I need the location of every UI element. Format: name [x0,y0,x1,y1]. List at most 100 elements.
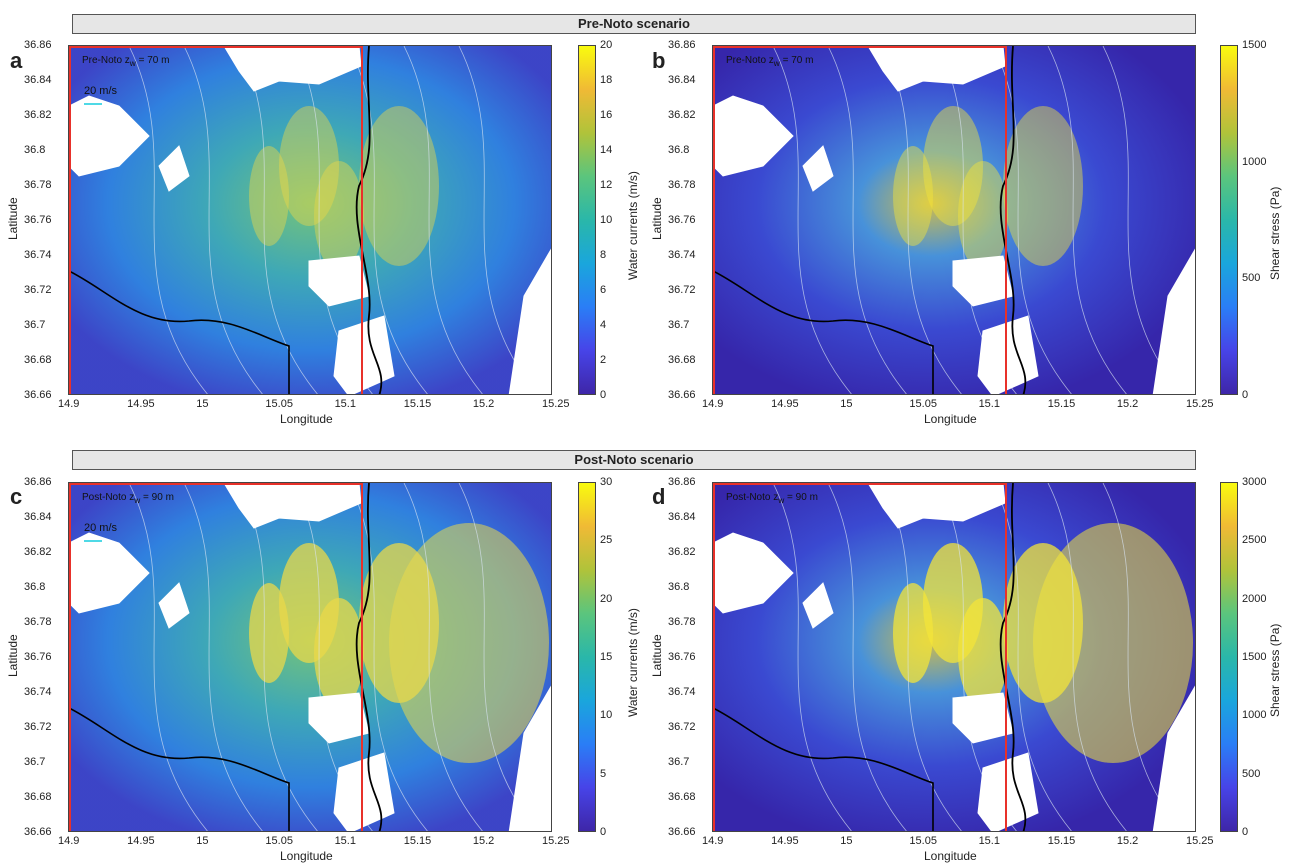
bathymetry-contour [458,46,538,394]
colorbar [1220,482,1238,832]
scenario-label-text: Pre-Noto z [82,55,130,66]
land-mass [333,315,395,394]
bathymetry-contour [1047,483,1127,831]
high-intensity-zone [958,598,1008,708]
bathymetry-contour [348,46,428,394]
bathymetry-contour [458,483,538,831]
land-mass [977,315,1039,394]
field-intensity [713,46,1195,394]
y-tick-label: 36.8 [24,581,46,593]
land-mass [308,255,370,307]
colorbar-title: Water currents (m/s) [626,608,640,717]
y-tick-label: 36.72 [668,721,696,733]
land-mass [1152,685,1195,831]
y-tick-label: 36.76 [668,651,696,663]
y-tick-label: 36.78 [24,179,52,191]
x-tick-label: 15.25 [542,835,570,847]
land-mass [952,255,1014,307]
y-tick-label: 36.68 [668,354,696,366]
y-tick-label: 36.84 [24,511,52,523]
coastline [713,707,934,831]
scenario-label: Post-Noto zw = 90 m [82,492,174,505]
x-tick-label: 14.95 [771,398,799,410]
bathymetry-contour [1102,483,1182,831]
scenario-label-text: Post-Noto z [726,492,779,503]
scenario-label-subscript: w [778,495,785,505]
colorbar-tick-label: 1000 [1242,709,1267,722]
high-intensity-zone [249,146,289,246]
land-mass [508,685,551,831]
y-tick-label: 36.82 [24,546,52,558]
colorbar-tick-label: 0 [600,826,607,838]
high-intensity-zone [389,523,549,763]
y-tick-label: 36.84 [24,74,52,86]
map-panel-b [712,45,1196,395]
post-noto-banner: Post-Noto scenario [72,450,1196,470]
land-mass [223,46,362,92]
colorbar-tick-label: 10 [600,709,613,722]
x-tick-label: 15.25 [1186,398,1214,410]
colorbar-title: Water currents (m/s) [626,171,640,280]
high-intensity-zone [923,106,983,226]
x-tick-label: 14.9 [58,398,80,410]
scenario-label-text: Pre-Noto z [726,55,774,66]
colorbar-tick-label: 1500 [1242,651,1267,663]
y-tick-label: 36.78 [668,179,696,191]
y-tick-label: 36.68 [24,354,52,366]
land-mass [977,752,1039,831]
colorbar [578,482,596,832]
bathymetry-contour [992,483,1072,831]
y-tick-label: 36.86 [24,476,52,488]
x-tick-label: 15.15 [1047,835,1076,847]
bathymetry-contour [882,46,962,394]
field-intensity [69,46,551,394]
x-tick-label: 15 [840,835,853,847]
study-area-frame [69,483,363,831]
y-tick-label: 36.84 [668,511,696,523]
high-intensity-zone [249,583,289,683]
y-tick-label: 36.72 [24,721,52,733]
x-tick-label: 14.9 [58,835,80,847]
y-tick-label: 36.86 [668,39,696,51]
map-panel-c [68,482,552,832]
bathymetry-contour [403,46,483,394]
study-area-frame [713,46,1007,394]
bathymetry-contour [238,46,318,394]
colorbar-tick-label: 500 [1242,767,1261,780]
colorbar-tick-label: 20 [600,592,613,605]
land-mass [158,582,190,629]
fault-line [355,483,383,831]
bathymetry-contour [403,483,483,831]
x-tick-label: 15.15 [1047,398,1076,410]
y-axis-title: Latitude [6,197,20,240]
field-map-d [713,483,1195,831]
colorbar [1220,45,1238,395]
land-mass [308,692,370,744]
x-tick-label: 15.15 [403,398,432,410]
colorbar-tick-label: 25 [600,534,613,547]
y-tick-label: 36.86 [668,476,696,488]
colorbar-tick-label: 2000 [1242,592,1267,605]
vector-scale-arrow-icon [84,103,102,105]
y-axis-title: Latitude [650,197,664,240]
y-tick-label: 36.66 [24,826,52,838]
fault-line [355,46,383,394]
colorbar-tick-label: 10 [600,214,613,226]
panel-letter-c: c [10,484,23,509]
colorbar-tick-label: 1000 [1242,155,1267,168]
y-tick-label: 36.68 [668,791,696,803]
coastline [69,270,290,394]
bathymetry-contour [1102,46,1182,394]
colorbar-tick-label: 3000 [1242,476,1267,488]
x-tick-label: 15 [196,398,209,410]
bathymetry-contour [772,483,852,831]
y-tick-label: 36.72 [24,284,52,296]
study-area-frame [713,483,1007,831]
x-axis-title: Longitude [924,849,977,863]
colorbar-tick-label: 2 [600,354,607,366]
land-mass [333,752,395,831]
scenario-label-value: = 70 m [135,55,170,66]
x-tick-label: 14.95 [771,835,799,847]
land-mass [508,248,551,394]
colorbar-tick-label: 15 [600,651,613,663]
